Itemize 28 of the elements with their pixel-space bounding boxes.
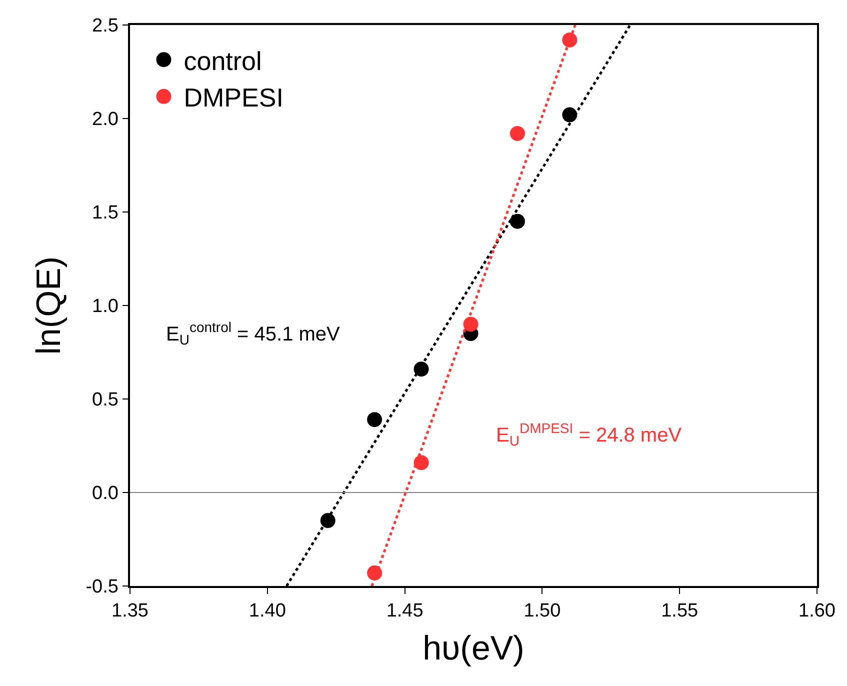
point bbox=[414, 362, 429, 377]
point bbox=[320, 513, 336, 528]
y-tick-label: 0.5 bbox=[92, 390, 118, 411]
point bbox=[562, 32, 578, 48]
y-tick-label: -0.5 bbox=[86, 576, 118, 598]
legend-label: control bbox=[184, 46, 262, 76]
y-axis-title: ln(QE) bbox=[30, 256, 68, 355]
point bbox=[510, 214, 525, 229]
y-tick-label: 2.0 bbox=[92, 109, 118, 130]
y-tick-label: 1.0 bbox=[92, 296, 118, 318]
x-tick-label: 1.35 bbox=[112, 600, 148, 622]
point bbox=[463, 316, 478, 332]
annotation: E$_{U}$$^{control}$ = 45.1 meV bbox=[166, 319, 341, 348]
y-tick-label: 0.0 bbox=[92, 483, 118, 504]
legend-label: DMPESI bbox=[184, 82, 284, 113]
x-axis-title: hυ(eV) bbox=[422, 629, 524, 668]
point bbox=[367, 412, 382, 428]
point bbox=[510, 126, 525, 141]
y-tick-label: 1.5 bbox=[92, 202, 118, 224]
x-tick-label: 1.40 bbox=[248, 600, 286, 622]
y-tick-label: 2.5 bbox=[92, 16, 118, 37]
x-tick-label: 1.45 bbox=[386, 600, 424, 622]
point bbox=[414, 455, 429, 470]
annotation: E$_{U}$$^{DMPESI}$ = 24.8 meV bbox=[496, 420, 682, 449]
point bbox=[562, 107, 578, 122]
x-tick-label: 1.50 bbox=[524, 600, 561, 622]
x-tick-label: 1.60 bbox=[798, 600, 836, 622]
x-tick-label: 1.55 bbox=[661, 600, 698, 622]
